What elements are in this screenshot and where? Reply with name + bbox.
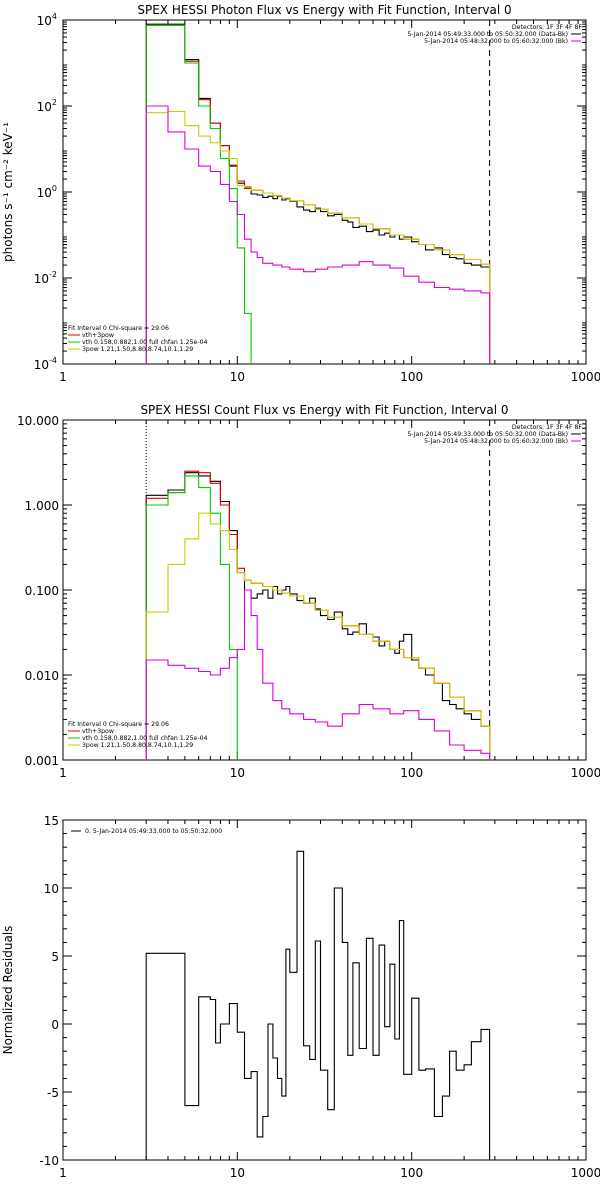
- y-tick-label: 10.000: [17, 414, 59, 428]
- series-2-histogram: [145, 24, 252, 364]
- plot-frame: [62, 819, 587, 1161]
- legend-detectors: Detectors: 1F 3F 4F 8F: [512, 24, 583, 31]
- y-tick-label: 102: [37, 98, 57, 114]
- y-tick-label: 10: [44, 882, 59, 896]
- y-tick-label: -10: [39, 1154, 59, 1168]
- plot-frame: [62, 419, 587, 761]
- y-tick-label: 5: [51, 950, 59, 964]
- x-tick-label: 100: [400, 766, 423, 780]
- y-tick-mantissa: 10: [37, 100, 52, 114]
- y-tick-label: 0.010: [25, 669, 59, 683]
- x-tick-label: 1: [59, 370, 67, 384]
- y-tick-mantissa: 10: [34, 358, 49, 372]
- legend-fit-text: vth 0.158,0.882,1.00 full chfan 1.25e-04: [82, 339, 208, 346]
- legend-fit-text: vth+3pow: [82, 728, 114, 735]
- x-tick-label: 10: [230, 1166, 245, 1180]
- x-tick-label: 1000: [571, 370, 600, 384]
- x-tick-label: 10: [230, 766, 245, 780]
- y-tick-label: 0.100: [25, 584, 59, 598]
- legend-entry-text: 5-Jan-2014 05:49:33.000 to 05:50:32.000 …: [407, 31, 568, 38]
- y-tick-label: -5: [47, 1086, 59, 1100]
- series-4-histogram: [145, 105, 491, 364]
- y-tick-exponent: -4: [49, 356, 57, 365]
- series-0-histogram: [145, 472, 491, 760]
- series-0-histogram: [145, 23, 491, 364]
- x-tick-label: 1: [59, 766, 67, 780]
- y-tick-exponent: 2: [52, 98, 57, 107]
- legend-residual-text: 0. 5-Jan-2014 05:49:33.000 to 05:50:32.0…: [85, 828, 222, 835]
- plot-frame: [62, 19, 587, 365]
- y-tick-label: 100: [37, 184, 57, 200]
- x-tick-label: 100: [400, 1166, 423, 1180]
- x-tick-label: 1000: [571, 766, 600, 780]
- x-tick-label: 100: [400, 370, 423, 384]
- chart-title: SPEX HESSI Photon Flux vs Energy with Fi…: [137, 3, 511, 17]
- y-tick-exponent: -2: [49, 270, 57, 279]
- legend-fit-text: vth 0.158,0.882,1.00 full chfan 1.25e-04: [82, 735, 208, 742]
- y-axis-label: Normalized Residuals: [1, 926, 15, 1055]
- y-tick-label: 1.000: [25, 499, 59, 513]
- y-axis-label: photons s⁻¹ cm⁻² keV⁻¹: [1, 122, 15, 262]
- legend-fit-text: 3pow 1.21,1.50,8.80,8.74,10.1,1.29: [82, 742, 193, 749]
- y-tick-label: 10-4: [34, 356, 57, 372]
- y-tick-label: 104: [37, 12, 57, 28]
- y-tick-exponent: 0: [52, 184, 57, 193]
- legend-entry-text: 5-Jan-2014 05:48:32.000 to 05:60:32.000 …: [424, 38, 568, 45]
- y-tick-label: 10-2: [34, 270, 57, 286]
- x-tick-label: 1000: [571, 1166, 600, 1180]
- y-tick-mantissa: 10: [37, 14, 52, 28]
- y-tick-label: 0.001: [25, 754, 59, 768]
- series-4-histogram: [145, 589, 491, 760]
- legend-fit-text: 3pow 1.21,1.50,8.80,8.74,10.1,1.29: [82, 346, 193, 353]
- chart-title: SPEX HESSI Count Flux vs Energy with Fit…: [140, 403, 508, 417]
- y-tick-exponent: 4: [52, 12, 57, 21]
- legend-fit-header: Fit Interval 0 Chi-square = 29.06: [68, 325, 169, 332]
- series-2-histogram: [145, 475, 238, 760]
- x-tick-label: 1: [59, 1166, 67, 1180]
- series-1-histogram: [145, 470, 491, 760]
- series-1-histogram: [145, 24, 491, 364]
- y-tick-label: 0: [51, 1018, 59, 1032]
- legend-entry-text: 5-Jan-2014 05:48:32.000 to 05:60:32.000 …: [424, 438, 568, 445]
- legend-entry-text: 5-Jan-2014 05:49:33.000 to 05:50:32.000 …: [407, 431, 568, 438]
- y-tick-mantissa: 10: [37, 186, 52, 200]
- y-tick-label: 15: [44, 814, 59, 828]
- series-0-histogram: [145, 850, 491, 1160]
- y-tick-mantissa: 10: [34, 272, 49, 286]
- legend-detectors: Detectors: 1F 3F 4F 8F: [512, 424, 583, 431]
- series-3-histogram: [145, 110, 491, 364]
- x-tick-label: 10: [230, 370, 245, 384]
- legend-fit-header: Fit Interval 0 Chi-square = 29.06: [68, 721, 169, 728]
- series-3-histogram: [145, 512, 491, 760]
- legend-fit-text: vth+3pow: [82, 332, 114, 339]
